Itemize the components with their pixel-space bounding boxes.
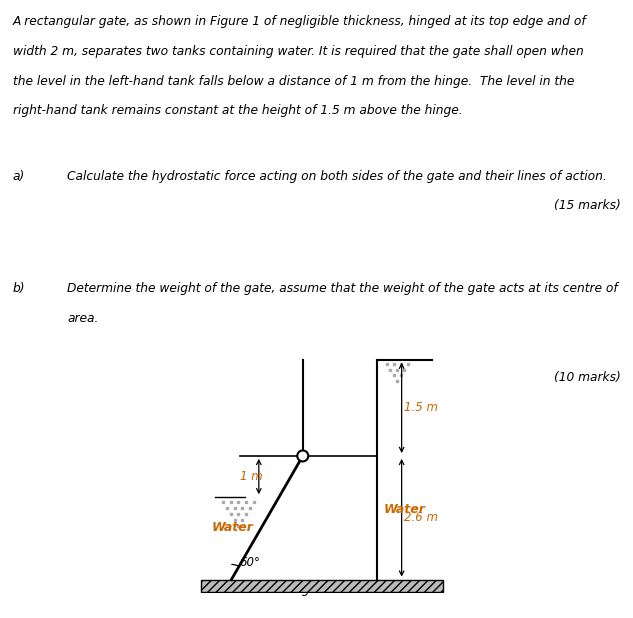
Text: width 2 m, separates two tanks containing water. It is required that the gate sh: width 2 m, separates two tanks containin…: [13, 45, 584, 58]
Text: Determine the weight of the gate, assume that the weight of the gate acts at its: Determine the weight of the gate, assume…: [67, 282, 618, 295]
Text: a): a): [13, 170, 25, 183]
Circle shape: [298, 451, 308, 462]
Text: A rectangular gate, as shown in Figure 1 of negligible thickness, hinged at its : A rectangular gate, as shown in Figure 1…: [13, 15, 586, 28]
Text: Water: Water: [212, 521, 254, 534]
Text: 60°: 60°: [240, 556, 261, 569]
Text: Calculate the hydrostatic force acting on both sides of the gate and their lines: Calculate the hydrostatic force acting o…: [67, 170, 607, 183]
Text: Water: Water: [384, 503, 425, 516]
Text: 1 m: 1 m: [240, 470, 262, 483]
Text: area.: area.: [67, 312, 99, 325]
Text: the level in the left-hand tank falls below a distance of 1 m from the hinge.  T: the level in the left-hand tank falls be…: [13, 75, 574, 88]
Text: right-hand tank remains constant at the height of 1.5 m above the hinge.: right-hand tank remains constant at the …: [13, 104, 462, 117]
Text: b): b): [13, 282, 25, 295]
Text: Figure 1: Figure 1: [291, 583, 342, 596]
Text: 2.6 m: 2.6 m: [404, 511, 439, 524]
Bar: [201, 580, 443, 592]
Text: (10 marks): (10 marks): [554, 371, 620, 384]
Text: (15 marks): (15 marks): [554, 200, 620, 213]
Text: 1.5 m: 1.5 m: [404, 401, 439, 415]
